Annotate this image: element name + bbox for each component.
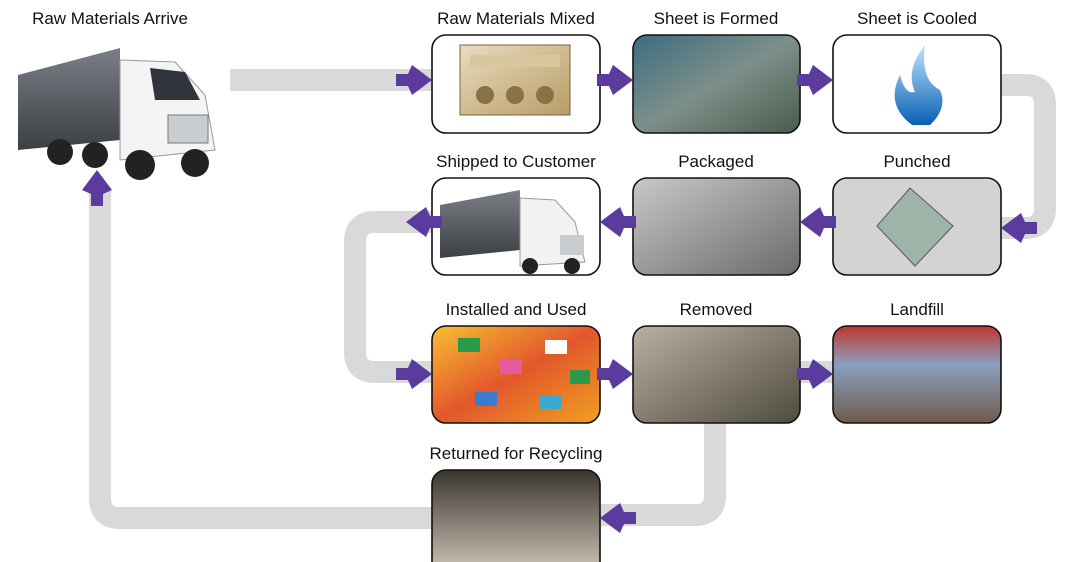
connector	[355, 222, 432, 372]
node-label: Raw Materials Mixed	[437, 9, 595, 28]
node-box	[633, 35, 800, 133]
node-label: Raw Materials Arrive	[32, 9, 188, 28]
node-label: Punched	[883, 152, 950, 171]
node-label: Landfill	[890, 300, 944, 319]
node-label: Returned for Recycling	[430, 444, 603, 463]
node-label: Shipped to Customer	[436, 152, 596, 171]
node-box	[633, 178, 800, 275]
node-label: Sheet is Cooled	[857, 9, 977, 28]
diagram: Raw Materials Arrive Raw Materials Mixed…	[0, 0, 1071, 562]
mixer-image	[460, 45, 570, 115]
node-box	[432, 470, 600, 562]
connector	[600, 423, 715, 515]
node-box	[633, 326, 800, 423]
flow-arrow	[800, 207, 836, 237]
node-box	[833, 326, 1001, 423]
flow-arrow	[597, 359, 633, 389]
flow-arrow	[600, 207, 636, 237]
node-label: Removed	[680, 300, 753, 319]
page: Raw Materials Arrive Raw Materials Mixed…	[0, 0, 1071, 562]
connector	[100, 190, 432, 518]
node-label: Packaged	[678, 152, 754, 171]
flow-arrow	[597, 65, 633, 95]
connector	[1000, 85, 1045, 228]
node-label: Installed and Used	[446, 300, 587, 319]
truck-image	[18, 48, 215, 180]
flow-arrow	[797, 65, 833, 95]
node-label: Sheet is Formed	[654, 9, 779, 28]
